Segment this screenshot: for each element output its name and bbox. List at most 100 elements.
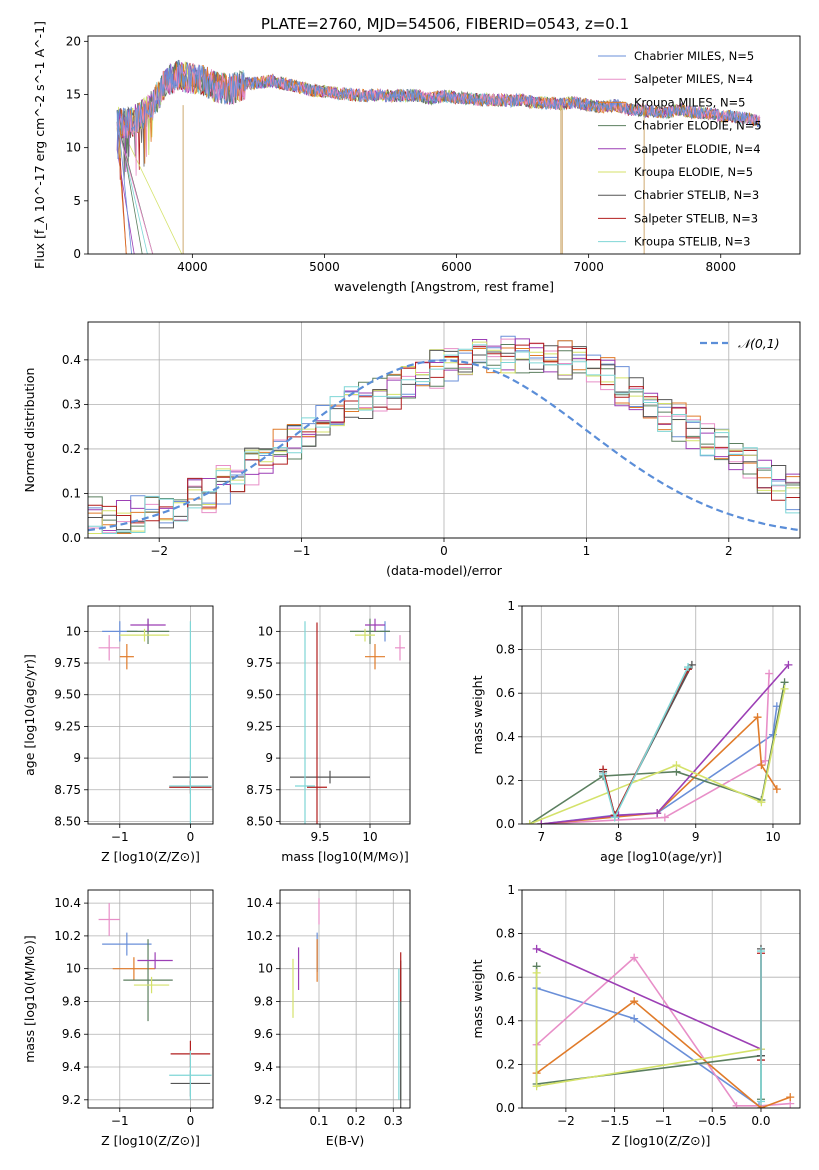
y-tick-label: 20 xyxy=(66,34,81,48)
x-tick-label: 10 xyxy=(362,830,377,844)
y-tick-label: 9.6 xyxy=(62,1027,81,1041)
y-tick-label: 9.50 xyxy=(54,688,81,702)
y-tick-label: 0.0 xyxy=(62,531,81,545)
panel-residual_hist: −2 −1 0 1 2 0.0 0.1 0.2 0.3 0.4 𝒩(0,1) (data-model)… xyxy=(22,321,801,578)
weight-marker xyxy=(537,820,546,824)
y-tick-label: 9.4 xyxy=(254,1060,273,1074)
x-tick-label: −1 xyxy=(111,830,129,844)
weight-marker xyxy=(599,769,608,778)
y-tick-label: 1 xyxy=(507,599,515,613)
y-tick-label: 9.75 xyxy=(54,656,81,670)
axes-frame xyxy=(279,605,411,825)
weight-line xyxy=(541,673,770,824)
plot-area xyxy=(532,944,795,1108)
plot-area xyxy=(292,898,402,1108)
y-tick-label: 0 xyxy=(73,247,81,261)
y-tick-label: 0.2 xyxy=(62,442,81,456)
x-tick-label: 0.2 xyxy=(347,1114,366,1128)
axes-frame xyxy=(521,605,801,825)
y-tick-label: 9.2 xyxy=(62,1093,81,1107)
y-tick-label: 0.1 xyxy=(62,486,81,500)
weight-marker xyxy=(761,756,770,765)
y-tick-label: 9.6 xyxy=(254,1027,273,1041)
y-axis-label: Flux [f_λ 10^-17 erg cm^-2 s^-1 A^-1] xyxy=(32,21,47,269)
weight-marker xyxy=(532,1082,541,1091)
weight-line xyxy=(529,688,786,824)
plot-area xyxy=(88,335,800,535)
y-tick-label: 10 xyxy=(66,962,81,976)
legend-label: 𝒩(0,1) xyxy=(738,336,780,351)
y-tick-label: 10 xyxy=(66,624,81,638)
x-tick-label: −1.5 xyxy=(600,1114,629,1128)
x-tick-label: 10 xyxy=(765,830,780,844)
axes-frame xyxy=(279,889,411,1109)
y-tick-label: 10 xyxy=(258,962,273,976)
plot-area xyxy=(98,618,212,824)
legend-label: Kroupa STELIB, N=3 xyxy=(634,235,751,249)
weight-line xyxy=(536,948,762,1050)
x-tick-label: 8 xyxy=(615,830,623,844)
x-axis-label: Z [log10(Z/Z⊙)] xyxy=(101,1133,200,1148)
y-tick-label: 0.2 xyxy=(496,773,515,787)
axes-frame xyxy=(87,35,801,255)
panel-massweight_vs_Z: −2 −1.5 −1 −0.5 0.0 0.0 0.2 0.4 0.6 0.8 1 Z [log10(… xyxy=(470,883,801,1148)
x-axis-label: Z [log10(Z/Z⊙)] xyxy=(101,849,200,864)
plot-area xyxy=(98,903,212,1100)
y-tick-label: 8.50 xyxy=(246,814,273,828)
axes-frame xyxy=(87,889,214,1109)
y-tick-label: 1 xyxy=(507,883,515,897)
x-tick-label: 5000 xyxy=(309,260,340,274)
y-tick-label: 9.8 xyxy=(254,994,273,1008)
y-tick-label: 0.3 xyxy=(62,397,81,411)
x-axis-label: E(B-V) xyxy=(326,1133,365,1148)
x-tick-label: 6000 xyxy=(441,260,472,274)
weight-marker xyxy=(532,968,541,977)
x-axis-label: wavelength [Angstrom, rest frame] xyxy=(334,279,554,294)
y-tick-label: 9.2 xyxy=(254,1093,273,1107)
x-axis-label: age [log10(age/yr)] xyxy=(600,849,722,864)
panel-mass_vs_Z: −1 0 9.2 9.4 9.6 9.8 10 10.2 10.4 Z [log10(Z/Z⊙)]… xyxy=(22,889,214,1148)
y-axis-label: mass weight xyxy=(470,675,485,754)
legend-label: Salpeter MILES, N=4 xyxy=(634,72,753,86)
panel-age_vs_Z: −1 0 8.50 8.75 9 9.25 9.50 9.75 10 Z [log10(Z/Z⊙)… xyxy=(22,605,214,864)
legend-label: Chabrier STELIB, N=3 xyxy=(634,188,759,202)
weight-marker xyxy=(672,761,681,770)
weight-marker xyxy=(780,684,789,693)
weight-line xyxy=(541,715,778,824)
x-tick-label: 0 xyxy=(187,830,195,844)
legend-label: Salpeter ELODIE, N=4 xyxy=(634,142,761,156)
x-tick-label: 0 xyxy=(440,544,448,558)
weight-line xyxy=(541,664,789,824)
weight-marker xyxy=(532,944,541,953)
x-tick-label: 0.3 xyxy=(384,1114,403,1128)
weight-marker xyxy=(525,820,534,824)
x-tick-label: 1 xyxy=(583,544,591,558)
y-tick-label: 10 xyxy=(258,624,273,638)
weight-line xyxy=(536,1000,791,1108)
plot-area xyxy=(290,618,405,824)
x-tick-label: 2 xyxy=(725,544,733,558)
y-tick-label: 8.50 xyxy=(54,814,81,828)
x-tick-label: 9 xyxy=(692,830,700,844)
panel-spectrum: 4000 5000 6000 7000 8000 0 5 10 15 20 Chabrier MIL… xyxy=(32,21,801,294)
legend-label: Chabrier ELODIE, N=5 xyxy=(634,119,762,133)
y-tick-label: 8.75 xyxy=(246,783,273,797)
legend-label: Chabrier MILES, N=5 xyxy=(634,49,754,63)
legend-label: Salpeter STELIB, N=3 xyxy=(634,211,758,225)
x-axis-label: mass [log10(M/M⊙)] xyxy=(281,849,409,864)
axes-frame xyxy=(521,889,801,1109)
weight-marker xyxy=(786,1093,795,1102)
y-tick-label: 0.6 xyxy=(496,970,515,984)
y-tick-label: 0.8 xyxy=(496,643,515,657)
y-tick-label: 10 xyxy=(66,141,81,155)
weight-marker xyxy=(630,1014,639,1023)
x-axis-label: (data-model)/error xyxy=(386,563,503,578)
weight-marker xyxy=(732,1101,741,1108)
weight-marker xyxy=(756,1097,765,1106)
y-tick-label: 0.4 xyxy=(496,730,515,744)
y-tick-label: 15 xyxy=(66,87,81,101)
y-tick-label: 0.4 xyxy=(62,353,81,367)
y-axis-label: Normed distribution xyxy=(22,368,37,493)
weight-marker xyxy=(772,785,781,794)
